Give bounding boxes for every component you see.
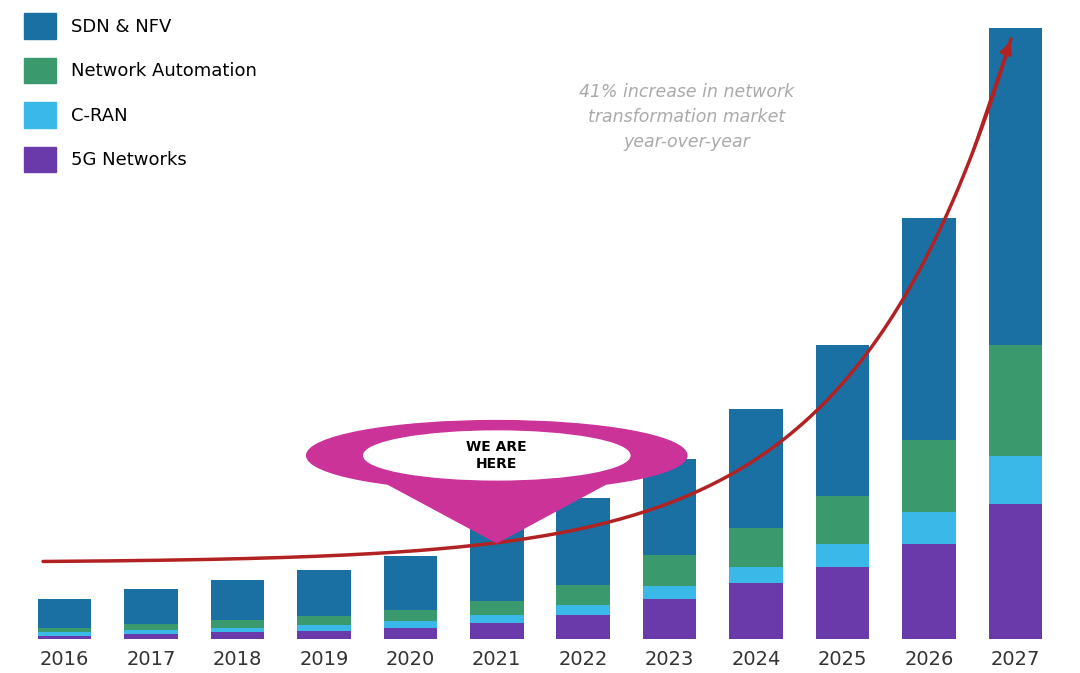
Bar	[38, 628, 92, 633]
Bar	[902, 440, 956, 511]
Bar	[124, 624, 178, 630]
Bar	[470, 600, 524, 615]
Bar	[556, 585, 610, 606]
Legend: SDN & NFV, Network Automation, C-RAN, 5G Networks: SDN & NFV, Network Automation, C-RAN, 5G…	[24, 13, 257, 172]
Bar	[38, 599, 92, 628]
Bar	[988, 504, 1042, 639]
Bar	[988, 456, 1042, 504]
Bar	[729, 567, 783, 583]
Bar	[211, 633, 265, 639]
Bar	[383, 556, 437, 610]
Bar	[729, 528, 783, 567]
Bar	[815, 345, 869, 496]
Bar	[470, 615, 524, 623]
Bar	[38, 635, 92, 639]
Bar	[383, 621, 437, 628]
Bar	[297, 631, 351, 639]
Bar	[815, 567, 869, 639]
Bar	[643, 460, 697, 555]
Bar	[902, 511, 956, 544]
Bar	[297, 625, 351, 631]
Bar	[988, 28, 1042, 345]
Polygon shape	[388, 484, 606, 542]
Bar	[556, 606, 610, 615]
Bar	[383, 628, 437, 639]
Bar	[643, 555, 697, 586]
Bar	[643, 599, 697, 639]
Bar	[470, 623, 524, 639]
Text: 41% increase in network
transformation market
year-over-year: 41% increase in network transformation m…	[579, 83, 795, 151]
Bar	[211, 628, 265, 633]
Bar	[383, 610, 437, 621]
Bar	[297, 570, 351, 616]
Bar	[556, 497, 610, 585]
Bar	[124, 630, 178, 634]
Bar	[211, 580, 265, 620]
Bar	[643, 586, 697, 599]
Bar	[470, 529, 524, 600]
Text: WE ARE
HERE: WE ARE HERE	[467, 440, 527, 471]
Circle shape	[364, 431, 630, 480]
Bar	[124, 589, 178, 624]
Bar	[124, 634, 178, 639]
Bar	[988, 345, 1042, 456]
Bar	[211, 620, 265, 628]
Bar	[815, 496, 869, 544]
Bar	[902, 544, 956, 639]
Bar	[38, 633, 92, 635]
Bar	[297, 616, 351, 625]
Bar	[902, 218, 956, 440]
Circle shape	[307, 421, 687, 491]
Bar	[556, 615, 610, 639]
Bar	[815, 544, 869, 567]
Bar	[729, 409, 783, 528]
Bar	[729, 583, 783, 639]
